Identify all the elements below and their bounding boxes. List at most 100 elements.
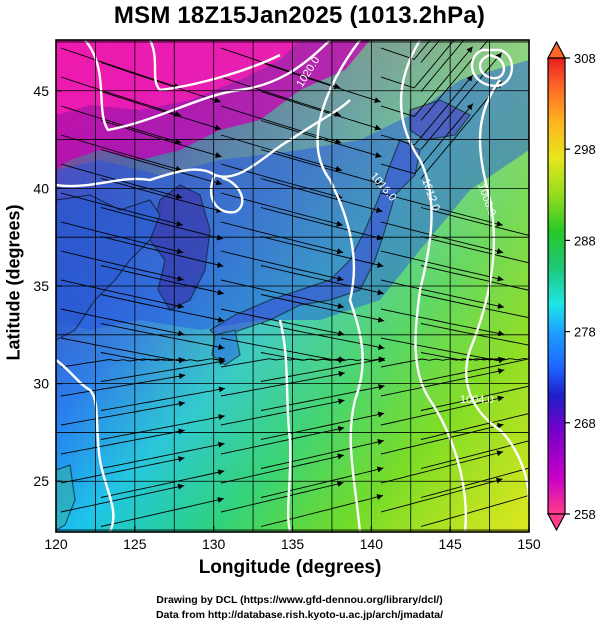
streamline-arrowhead	[218, 358, 226, 365]
streamline-arrowhead	[217, 289, 224, 296]
streamline	[100, 323, 225, 349]
streamline-arrowhead	[374, 124, 382, 131]
streamline-arrowhead	[497, 275, 504, 282]
streamline-arrowhead	[378, 384, 385, 391]
streamline	[380, 308, 505, 336]
streamline	[220, 105, 342, 144]
streamline	[260, 358, 385, 382]
streamline-arrowhead	[498, 356, 505, 363]
colorbar: 308 298 288 278 268 258	[547, 40, 596, 532]
streamline-arrowhead	[217, 496, 224, 503]
streamline	[420, 52, 503, 150]
streamline-arrowhead	[336, 248, 344, 255]
streamline-arrowhead	[535, 490, 542, 496]
streamline	[380, 337, 505, 362]
streamline	[100, 443, 225, 469]
streamline-arrowhead	[496, 450, 504, 457]
streamline	[260, 467, 384, 498]
streamline-arrowhead	[218, 344, 225, 351]
streamline	[60, 192, 183, 226]
x-tick-label: 150	[517, 536, 541, 552]
y-tick-label: 25	[33, 473, 49, 489]
streamline-arrowhead	[537, 408, 544, 414]
streamline-arrowhead	[178, 373, 186, 380]
streamline-arrowhead	[496, 422, 504, 429]
streamline	[100, 352, 226, 362]
colorbar-ticks: 308 298 288 278 268 258	[565, 51, 596, 522]
colorbar-tick-label: 288	[574, 233, 596, 248]
streamline-arrowhead	[337, 453, 344, 460]
streamline	[100, 470, 225, 498]
streamline-arrowhead	[376, 207, 383, 213]
streamline-arrowhead	[337, 275, 344, 282]
streamline	[420, 236, 529, 264]
streamline	[100, 62, 221, 103]
streamline-arrowhead	[375, 152, 382, 158]
streamline	[260, 178, 383, 212]
plot-frame	[55, 39, 530, 533]
streamline	[100, 149, 223, 185]
streamline	[100, 207, 224, 240]
streamline-arrowhead	[496, 248, 504, 255]
streamline	[60, 134, 183, 171]
streamline-arrowhead	[176, 248, 184, 255]
streamline	[220, 454, 345, 484]
wind-streamlines	[60, 40, 544, 527]
streamline	[380, 423, 504, 455]
streamline-arrowhead	[538, 357, 544, 363]
streamline	[100, 360, 226, 382]
streamline-arrowhead	[466, 103, 473, 111]
y-axis-ticks: 25 30 35 40 45	[33, 83, 62, 489]
streamline	[420, 265, 529, 291]
y-tick-label: 40	[33, 180, 49, 196]
streamline	[380, 40, 455, 89]
streamline-arrowhead	[217, 469, 225, 476]
streamline	[380, 103, 474, 175]
x-axis-ticks: 120 125 130 135 140 145 150	[44, 526, 541, 552]
streamline	[380, 74, 474, 146]
colorbar-tick-label: 268	[574, 416, 596, 431]
streamline-arrowhead	[336, 481, 344, 487]
streamline	[60, 105, 182, 144]
streamline	[100, 415, 225, 440]
streamline	[380, 451, 504, 484]
streamline-arrowhead	[178, 400, 186, 407]
streamline	[220, 163, 343, 199]
streamline-arrowhead	[175, 193, 183, 200]
contour-label-1004: 1004.0	[460, 394, 494, 406]
colorbar-bottom-arrow	[547, 513, 566, 532]
streamline-arrowhead	[215, 152, 222, 158]
x-tick-label: 130	[202, 536, 226, 552]
streamline	[420, 352, 529, 361]
streamline	[260, 207, 384, 240]
streamline-arrowhead	[496, 477, 503, 484]
streamline-arrowhead	[216, 261, 224, 268]
streamline-arrowhead	[537, 289, 544, 295]
streamline	[260, 265, 384, 295]
streamline-arrowhead	[376, 466, 384, 473]
streamline-arrowhead	[218, 441, 225, 448]
streamline-arrowhead	[176, 220, 183, 227]
streamline-arrowhead	[377, 289, 384, 296]
streamline	[220, 250, 344, 281]
streamline-arrowhead	[215, 179, 223, 186]
streamline	[100, 265, 224, 295]
streamline	[60, 485, 185, 513]
streamline	[260, 294, 385, 322]
streamline	[420, 40, 465, 92]
streamline	[220, 279, 345, 308]
streamline	[100, 91, 222, 130]
streamline	[420, 413, 529, 440]
streamline-arrowhead	[376, 494, 384, 500]
streamline-arrowhead	[536, 463, 543, 469]
colorbar-gradient	[547, 57, 566, 515]
streamline	[380, 40, 431, 60]
streamline-arrowhead	[217, 316, 225, 323]
streamline	[60, 279, 185, 308]
streamline-arrowhead	[537, 381, 544, 387]
streamline	[100, 178, 223, 212]
streamline-arrowhead	[375, 179, 383, 186]
streamline-arrowhead	[495, 52, 502, 60]
streamline-arrowhead	[377, 411, 385, 418]
